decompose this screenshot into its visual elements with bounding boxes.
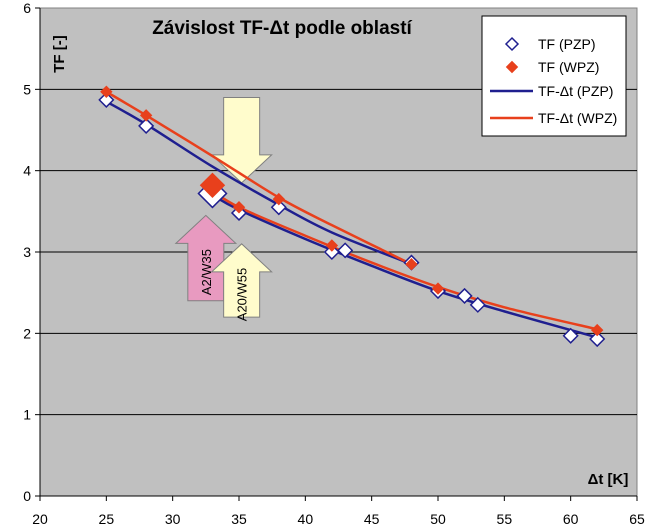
legend-label-2: TF (WPZ)	[538, 59, 599, 75]
point-wpz	[139, 109, 153, 122]
y-tick-label: 6	[23, 0, 31, 16]
legend: TF (PZP) TF (WPZ) TF-Δt (PZP) TF-Δt (WPZ)	[481, 15, 627, 137]
legend-swatch-2	[505, 60, 519, 74]
y-axis-label: TF [-]	[51, 35, 68, 72]
point-wpz	[325, 239, 339, 252]
legend-label-4: TF-Δt (WPZ)	[538, 110, 617, 126]
x-tick-label: 50	[430, 511, 446, 527]
annotation-label-1: A2/W35	[199, 249, 214, 295]
y-tick-labels: 0 1 2 3 4 5 6	[23, 0, 40, 504]
x-tick-label: 25	[99, 511, 115, 527]
point-wpz	[272, 192, 286, 206]
annotations: A2/W35 A20/W55	[174, 96, 273, 321]
y-tick-label: 5	[23, 81, 31, 97]
point-pzp	[323, 243, 340, 261]
point-pzp	[98, 91, 115, 108]
point-pzp	[456, 287, 473, 304]
x-tick-label: 65	[629, 511, 645, 527]
point-pzp	[270, 199, 287, 216]
x-tick-label: 35	[231, 511, 247, 527]
point-wpz	[100, 85, 113, 98]
chart-title: Závislost TF-Δt podle oblastí	[152, 18, 412, 39]
annotation-label-2: A20/W55	[235, 268, 250, 321]
x-tick-label: 40	[298, 511, 314, 527]
x-tick-label: 60	[563, 511, 579, 527]
point-wpz	[232, 201, 246, 214]
x-tick-label: 45	[364, 511, 380, 527]
point-pzp	[562, 327, 579, 344]
point-wpz	[590, 323, 604, 337]
y-tick-label: 1	[23, 407, 31, 423]
point-pzp	[589, 330, 606, 348]
x-tick-label: 55	[497, 511, 513, 527]
point-pzp	[337, 242, 354, 259]
y-tick-label: 4	[23, 163, 31, 179]
x-axis-label: Δt [K]	[588, 471, 629, 488]
y-tick-label: 0	[23, 488, 31, 504]
highlight-point-wpz	[199, 172, 226, 199]
legend-label-3: TF-Δt (PZP)	[538, 83, 613, 99]
series-markers	[98, 85, 606, 348]
point-pzp	[469, 296, 486, 313]
point-wpz	[431, 282, 445, 295]
point-pzp	[138, 117, 155, 134]
x-tick-label: 20	[32, 511, 48, 527]
x-tick-label: 30	[165, 511, 181, 527]
x-tick-labels: 20 25 30 35 40 45 50 55 60 65	[32, 496, 645, 527]
point-wpz	[405, 257, 418, 271]
annotation-arrow-3	[210, 96, 273, 184]
legend-box	[481, 15, 627, 137]
y-tick-label: 2	[23, 325, 31, 341]
legend-swatch-1	[504, 36, 520, 52]
annotation-arrow-2	[210, 243, 273, 318]
legend-label-1: TF (PZP)	[538, 36, 596, 52]
y-tick-label: 3	[23, 244, 31, 260]
